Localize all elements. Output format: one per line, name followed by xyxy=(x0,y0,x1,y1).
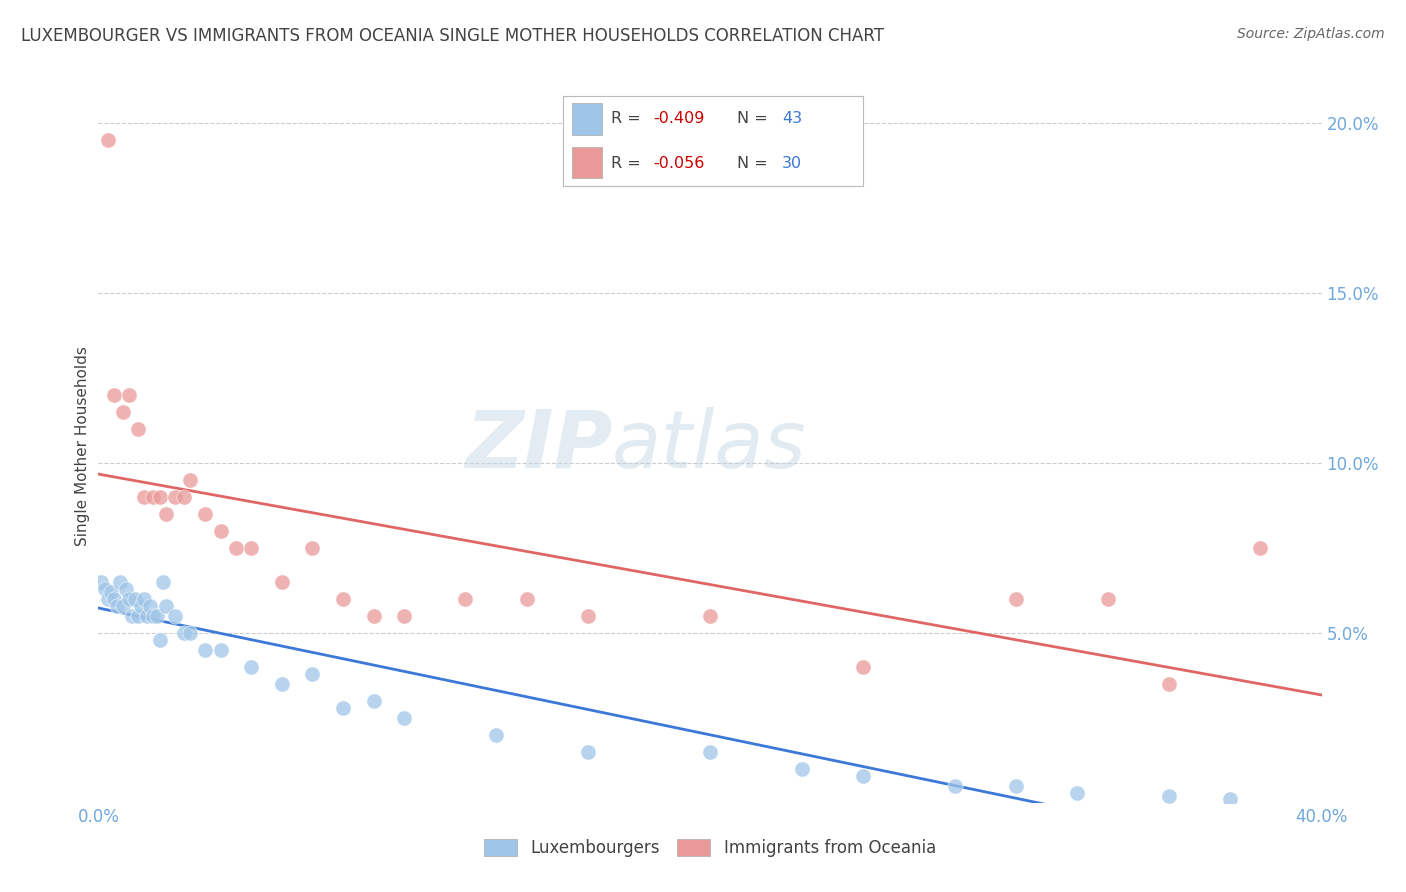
Point xyxy=(127,608,149,623)
Point xyxy=(194,507,217,521)
Point xyxy=(149,632,172,647)
Point xyxy=(173,490,195,504)
Point xyxy=(301,666,323,681)
Point xyxy=(145,608,167,623)
Point xyxy=(363,694,385,708)
Point xyxy=(209,524,232,538)
Point xyxy=(142,608,165,623)
Text: ZIP: ZIP xyxy=(465,407,612,485)
Point xyxy=(163,608,186,623)
Point xyxy=(852,660,875,674)
Point xyxy=(118,388,141,402)
Point xyxy=(139,599,162,613)
Point xyxy=(194,643,217,657)
Text: atlas: atlas xyxy=(612,407,807,485)
Point xyxy=(576,608,599,623)
Point xyxy=(454,591,477,606)
Point xyxy=(699,608,721,623)
Point xyxy=(1157,677,1180,691)
Point xyxy=(163,490,186,504)
Point xyxy=(363,608,385,623)
Legend: Luxembourgers, Immigrants from Oceania: Luxembourgers, Immigrants from Oceania xyxy=(475,831,945,866)
Point xyxy=(111,405,134,419)
Point xyxy=(152,574,174,589)
Point xyxy=(108,574,131,589)
Point xyxy=(225,541,247,555)
Point xyxy=(1004,591,1026,606)
Point xyxy=(149,490,172,504)
Point xyxy=(1249,541,1271,555)
Point xyxy=(90,574,112,589)
Point xyxy=(97,591,120,606)
Point xyxy=(111,599,134,613)
Point xyxy=(852,769,875,783)
Point xyxy=(1066,786,1088,800)
Point xyxy=(1004,779,1026,793)
Point xyxy=(576,745,599,759)
Point xyxy=(97,133,120,147)
Point xyxy=(179,473,201,487)
Point xyxy=(332,591,354,606)
Y-axis label: Single Mother Households: Single Mother Households xyxy=(75,346,90,546)
Point xyxy=(270,677,292,691)
Point xyxy=(118,591,141,606)
Point xyxy=(179,626,201,640)
Point xyxy=(699,745,721,759)
Point xyxy=(105,599,128,613)
Point xyxy=(124,591,146,606)
Point xyxy=(209,643,232,657)
Point xyxy=(127,422,149,436)
Point xyxy=(943,779,966,793)
Point xyxy=(155,507,177,521)
Point xyxy=(121,608,143,623)
Point xyxy=(103,591,125,606)
Point xyxy=(270,574,292,589)
Point xyxy=(173,626,195,640)
Point xyxy=(1097,591,1119,606)
Point xyxy=(93,582,115,596)
Point xyxy=(516,591,538,606)
Point xyxy=(790,762,813,776)
Point xyxy=(129,599,152,613)
Point xyxy=(155,599,177,613)
Point xyxy=(301,541,323,555)
Point xyxy=(392,711,416,725)
Point xyxy=(240,660,263,674)
Point xyxy=(1219,792,1241,806)
Text: Source: ZipAtlas.com: Source: ZipAtlas.com xyxy=(1237,27,1385,41)
Point xyxy=(115,582,138,596)
Point xyxy=(103,388,125,402)
Point xyxy=(1157,789,1180,803)
Point xyxy=(142,490,165,504)
Point xyxy=(240,541,263,555)
Text: LUXEMBOURGER VS IMMIGRANTS FROM OCEANIA SINGLE MOTHER HOUSEHOLDS CORRELATION CHA: LUXEMBOURGER VS IMMIGRANTS FROM OCEANIA … xyxy=(21,27,884,45)
Point xyxy=(134,591,156,606)
Point xyxy=(100,585,122,599)
Point xyxy=(134,490,156,504)
Point xyxy=(392,608,416,623)
Point xyxy=(485,728,508,742)
Point xyxy=(136,608,159,623)
Point xyxy=(332,700,354,714)
